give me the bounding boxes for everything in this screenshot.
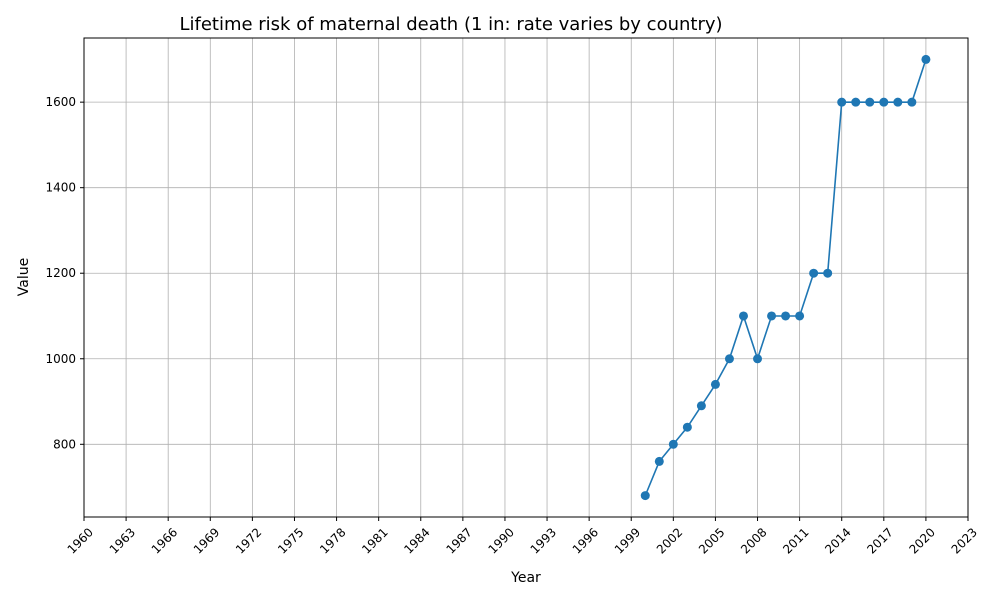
x-tick-label: 1981 <box>359 525 390 556</box>
ticks: 1960 1963 1966 1969 1972 1975 1978 1981 1984 1987… <box>45 95 980 557</box>
data-point <box>753 354 763 364</box>
y-axis-label: Value <box>16 258 32 296</box>
chart-title: Lifetime risk of maternal death (1 in: r… <box>179 14 722 35</box>
x-tick-label: 1975 <box>275 525 306 556</box>
x-tick-label: 1993 <box>528 525 559 556</box>
y-tick-label: 1000 <box>45 352 76 366</box>
data-point <box>809 268 819 278</box>
data-point <box>837 97 847 107</box>
data-point <box>823 268 833 278</box>
x-axis-label: Year <box>510 570 541 586</box>
x-tick-label: 1996 <box>570 525 601 556</box>
y-tick-label: 1400 <box>45 181 76 195</box>
data-point <box>654 456 664 466</box>
x-tick-label: 1960 <box>65 525 96 556</box>
x-tick-label: 1978 <box>317 525 348 556</box>
x-tick-label: 1969 <box>191 525 222 556</box>
data-point <box>781 311 791 321</box>
x-tick-label: 1966 <box>149 525 180 556</box>
y-tick-label: 1200 <box>45 266 76 280</box>
data-point <box>907 97 917 107</box>
x-tick-label: 2005 <box>696 525 727 556</box>
series <box>640 54 931 501</box>
data-point <box>893 97 903 107</box>
data-point <box>640 491 650 501</box>
x-tick-label: 2008 <box>738 525 769 556</box>
x-tick-label: 1984 <box>401 525 432 556</box>
x-tick-label: 2002 <box>654 525 685 556</box>
data-point <box>682 422 692 432</box>
y-tick-label: 1600 <box>45 95 76 109</box>
x-tick-label: 2020 <box>906 525 937 556</box>
data-point <box>921 54 931 64</box>
grid <box>83 38 969 517</box>
x-tick-label: 1963 <box>107 525 138 556</box>
data-point <box>696 401 706 411</box>
data-point <box>851 97 861 107</box>
x-tick-label: 1999 <box>612 525 643 556</box>
data-point <box>710 379 720 389</box>
x-tick-label: 2023 <box>949 525 980 556</box>
data-point <box>865 97 875 107</box>
x-tick-label: 2011 <box>780 525 811 556</box>
data-point <box>724 354 734 364</box>
x-tick-label: 2014 <box>822 525 853 556</box>
x-tick-label: 1987 <box>443 525 474 556</box>
y-tick-label: 800 <box>53 437 76 451</box>
data-point <box>767 311 777 321</box>
x-tick-label: 1990 <box>486 525 517 556</box>
x-tick-label: 2017 <box>864 525 895 556</box>
data-point <box>879 97 889 107</box>
data-point <box>795 311 805 321</box>
plot-frame <box>83 37 969 518</box>
data-point <box>738 311 748 321</box>
x-tick-label: 1972 <box>233 525 264 556</box>
data-point <box>668 439 678 449</box>
